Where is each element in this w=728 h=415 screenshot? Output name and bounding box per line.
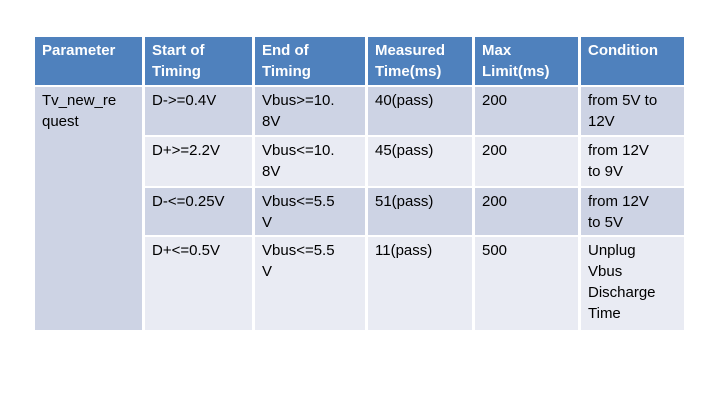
cell-measured-time: 45(pass) bbox=[368, 137, 475, 188]
cell-end-of-timing: Vbus<=10. 8V bbox=[255, 137, 368, 188]
col-header-measured-time: Measured Time(ms) bbox=[368, 37, 475, 87]
col-header-max-limit: Max Limit(ms) bbox=[475, 37, 581, 87]
cell-max-limit: 500 bbox=[475, 237, 581, 332]
cell-max-limit: 200 bbox=[475, 188, 581, 237]
table-row: D+>=2.2V Vbus<=10. 8V 45(pass) 200 from … bbox=[35, 137, 687, 188]
cell-condition: from 12V to 5V bbox=[581, 188, 687, 237]
col-header-parameter: Parameter bbox=[35, 37, 145, 87]
cell-parameter: Tv_new_re quest bbox=[35, 87, 145, 332]
header-row: Parameter Start of Timing End of Timing … bbox=[35, 37, 687, 87]
table-row: D+<=0.5V Vbus<=5.5 V 11(pass) 500 Unplug… bbox=[35, 237, 687, 332]
cell-end-of-timing: Vbus<=5.5 V bbox=[255, 237, 368, 332]
timing-results-table: Parameter Start of Timing End of Timing … bbox=[35, 37, 687, 332]
cell-start-of-timing: D-<=0.25V bbox=[145, 188, 255, 237]
cell-max-limit: 200 bbox=[475, 87, 581, 137]
table-row: D-<=0.25V Vbus<=5.5 V 51(pass) 200 from … bbox=[35, 188, 687, 237]
cell-start-of-timing: D->=0.4V bbox=[145, 87, 255, 137]
cell-condition: from 5V to 12V bbox=[581, 87, 687, 137]
table-row: Tv_new_re quest D->=0.4V Vbus>=10. 8V 40… bbox=[35, 87, 687, 332]
col-header-end-of-timing: End of Timing bbox=[255, 37, 368, 87]
cell-end-of-timing: Vbus>=10. 8V bbox=[255, 87, 368, 137]
cell-start-of-timing: D+<=0.5V bbox=[145, 237, 255, 332]
col-header-condition: Condition bbox=[581, 37, 687, 87]
cell-measured-time: 40(pass) bbox=[368, 87, 475, 137]
cell-measured-time: 51(pass) bbox=[368, 188, 475, 237]
cell-condition: Unplug Vbus Discharge Time bbox=[581, 237, 687, 332]
cell-measured-time: 11(pass) bbox=[368, 237, 475, 332]
cell-condition: from 12V to 9V bbox=[581, 137, 687, 188]
cell-max-limit: 200 bbox=[475, 137, 581, 188]
cell-end-of-timing: Vbus<=5.5 V bbox=[255, 188, 368, 237]
cell-start-of-timing: D+>=2.2V bbox=[145, 137, 255, 188]
col-header-start-of-timing: Start of Timing bbox=[145, 37, 255, 87]
